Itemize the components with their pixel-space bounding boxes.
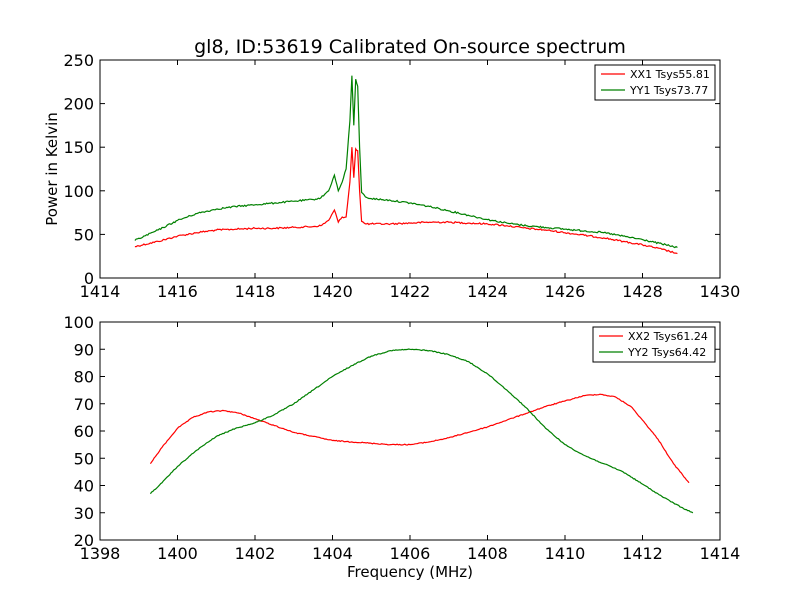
y-tick-label: 80 — [74, 368, 94, 387]
legend-panel-0: XX1 Tsys55.81 YY1 Tsys73.77 — [594, 64, 716, 101]
y-tick-label: 40 — [74, 477, 94, 496]
y-tick-label: 0 — [84, 269, 94, 288]
y-axis-label: Power in Kelvin — [43, 112, 61, 226]
y-tick-label: 20 — [74, 531, 94, 550]
y-tick-label: 150 — [63, 138, 94, 157]
legend-label: YY2 Tsys64.42 — [627, 346, 706, 359]
y-tick-label: 90 — [74, 340, 94, 359]
x-tick-label: 1416 — [157, 282, 198, 301]
x-tick-label: 1414 — [700, 544, 741, 563]
series-line-yy-panel-1 — [149, 348, 694, 514]
x-tick-label: 1410 — [545, 544, 586, 563]
y-tick-label: 60 — [74, 422, 94, 441]
y-tick-label: 50 — [74, 225, 94, 244]
x-tick-label: 1400 — [157, 544, 198, 563]
y-tick-label: 50 — [74, 449, 94, 468]
y-tick-label: 200 — [63, 95, 94, 114]
legend-box — [594, 64, 716, 101]
upper-spectrum-panel: 1414 1416 1418 1420 1422 1424 1426 1428 1430 0 50 1… — [63, 51, 740, 301]
chart-title: gl8, ID:53619 Calibrated On-source spect… — [194, 36, 626, 58]
y-tick-label: 30 — [74, 504, 94, 523]
x-tick-label: 1426 — [545, 282, 586, 301]
series-line-yy-panel-0 — [134, 75, 678, 249]
x-tick-label: 1406 — [390, 544, 431, 563]
series-line-xx-panel-0 — [134, 147, 678, 255]
series-line-xx-panel-1 — [149, 393, 690, 484]
x-tick-label: 1420 — [312, 282, 353, 301]
lower-spectrum-panel: 1398 1400 1402 1404 1406 1408 1410 1412 1414 20 30… — [63, 313, 740, 563]
x-tick-label: 1408 — [467, 544, 508, 563]
legend-label: XX2 Tsys61.24 — [628, 330, 708, 343]
x-tick-label: 1404 — [312, 544, 353, 563]
y-tick-label: 100 — [63, 182, 94, 201]
x-tick-label: 1430 — [700, 282, 741, 301]
legend-panel-1: XX2 Tsys61.24 YY2 Tsys64.42 — [592, 326, 716, 363]
legend-label: YY1 Tsys73.77 — [629, 84, 708, 97]
legend-box — [592, 326, 716, 363]
y-tick-label: 250 — [63, 51, 94, 70]
legend-label: XX1 Tsys55.81 — [630, 68, 710, 81]
x-tick-label: 1414 — [80, 282, 121, 301]
x-tick-label: 1422 — [390, 282, 431, 301]
x-tick-label: 1398 — [80, 544, 121, 563]
y-tick-label: 70 — [74, 395, 94, 414]
x-tick-label: 1412 — [622, 544, 663, 563]
x-tick-label: 1418 — [235, 282, 276, 301]
x-tick-label: 1428 — [622, 282, 663, 301]
x-axis-label: Frequency (MHz) — [347, 563, 473, 581]
x-tick-label: 1402 — [235, 544, 276, 563]
x-tick-label: 1424 — [467, 282, 508, 301]
y-tick-label: 100 — [63, 313, 94, 332]
